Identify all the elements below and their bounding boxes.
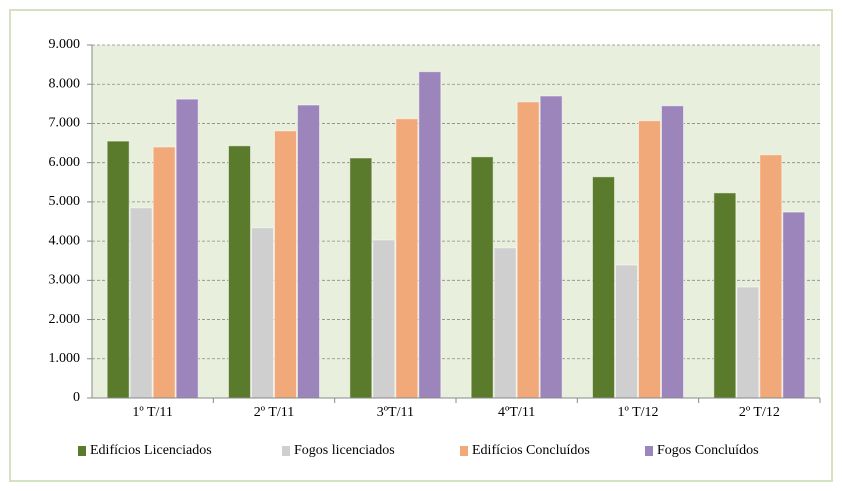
legend-label: Edifícios Concluídos [472,443,590,458]
bar [661,105,684,399]
y-tick-label: 3.000 [49,273,81,288]
legend-swatch [460,446,468,456]
x-tick-label: 3ºT/11 [377,405,414,420]
bar [759,154,783,399]
bar [615,264,638,399]
bar [638,120,661,399]
legend-label: Fogos Concluídos [657,443,759,458]
bar [349,157,373,399]
legend-swatch [78,446,86,456]
bar [251,227,274,399]
bar [395,118,419,399]
bar [539,95,563,399]
bar [297,104,320,399]
x-tick-label: 1º T/12 [617,405,658,420]
bar [713,192,737,399]
bar [274,130,297,399]
bar [493,247,517,399]
y-tick-label: 0 [73,390,80,405]
x-tick-label: 2º T/12 [739,405,780,420]
legend-label: Fogos licenciados [294,443,395,458]
x-tick-label: 2º T/11 [254,405,295,420]
y-tick-label: 7.000 [49,116,81,131]
legend-label: Edifícios Licenciados [90,443,212,458]
bar [175,98,199,399]
y-tick-label: 5.000 [49,194,81,209]
bar [106,140,130,399]
y-tick-label: 4.000 [49,233,81,248]
legend-swatch [282,446,290,456]
bar [129,207,153,399]
y-tick-label: 8.000 [49,76,81,91]
bar [228,145,251,399]
x-tick-label: 1º T/11 [132,405,173,420]
bar [736,286,760,399]
y-tick-label: 1.000 [49,351,81,366]
bar [782,211,806,399]
bar [592,176,615,399]
y-tick-label: 6.000 [49,155,81,170]
plot-area [92,45,820,398]
bar [516,101,540,399]
bar [152,146,176,399]
bar [470,156,494,399]
bar [372,239,396,399]
bar [418,71,442,399]
x-tick-label: 4ºT/11 [498,405,535,420]
y-tick-label: 9.000 [49,37,81,52]
y-tick-label: 2.000 [49,312,81,327]
legend-swatch [645,446,653,456]
